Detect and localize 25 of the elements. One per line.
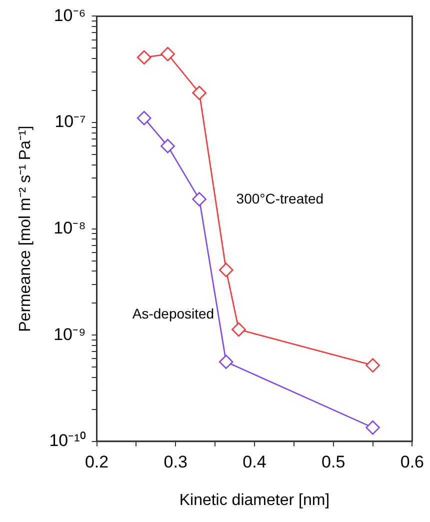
x-tick-label: 0.3 [164,452,188,472]
x-axis-title: Kinetic diameter [nm] [179,492,330,509]
point [136,50,152,65]
point [136,110,152,126]
y-tick-label: 10⁻⁸ [54,218,86,238]
point [232,322,246,337]
point [218,262,234,278]
point [160,46,175,62]
y-tick-label: 10⁻¹⁰ [49,431,86,450]
point [192,86,206,100]
y-axis-title: Permeance [mol m⁻² s⁻¹ Pa⁻¹] [17,126,34,332]
point [192,192,206,206]
x-tick-label: 0.4 [242,452,266,472]
x-tick-label: 0.6 [400,452,424,472]
x-tick-label: 0.5 [322,452,346,472]
y-tick-label: 10⁻⁹ [54,324,86,344]
point [160,138,175,154]
series-label: 300°C-treated [236,190,324,207]
x-tick-label: 0.2 [84,452,109,472]
y-tick-label: 10⁻⁷ [54,112,86,132]
point [366,358,380,372]
y-tick-label: 10⁻⁶ [54,6,86,25]
point [218,354,234,370]
point [366,420,380,435]
series-label: As-deposited [132,306,214,322]
